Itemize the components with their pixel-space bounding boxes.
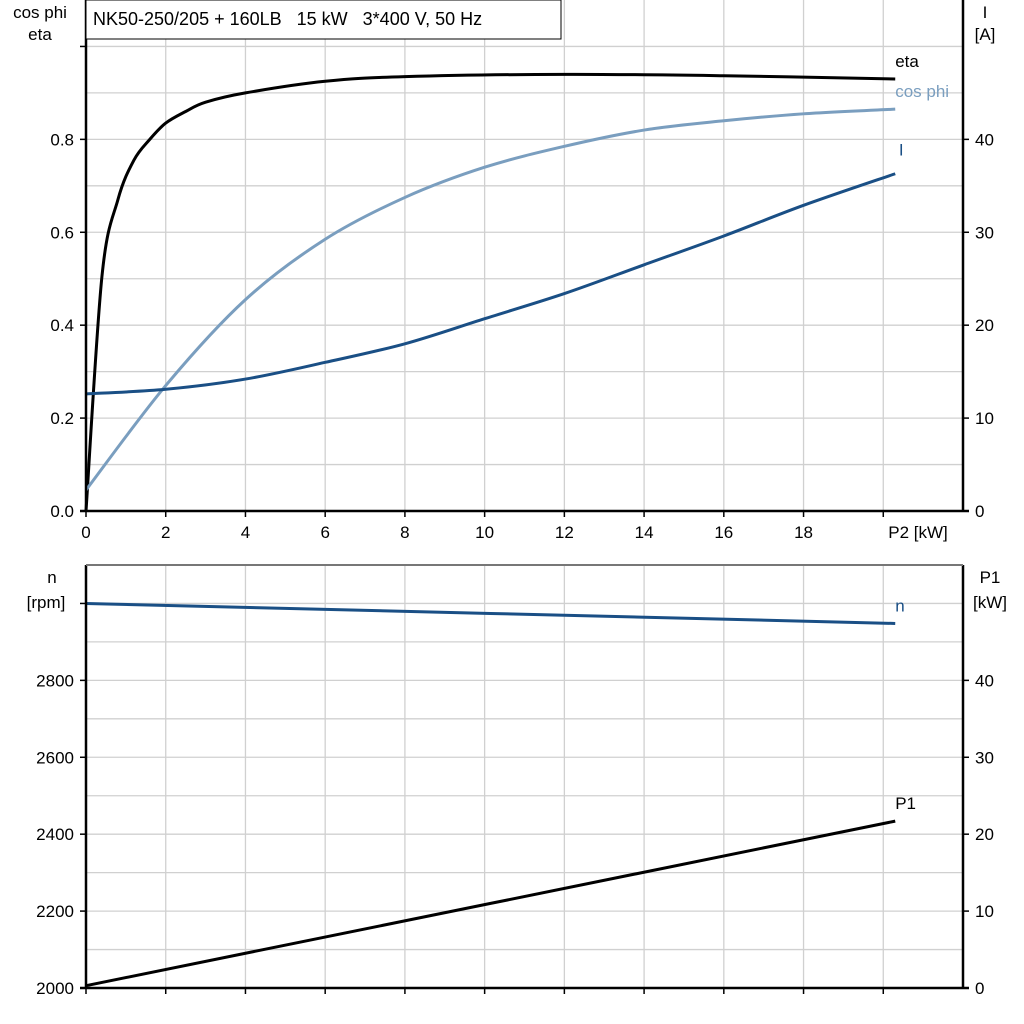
left-y-tick-label: 2000: [36, 979, 74, 998]
bottom-right-ylabel-2: [kW]: [973, 593, 1007, 612]
right-y-tick-label: 0: [975, 502, 984, 521]
x-tick-label: 8: [400, 523, 409, 542]
x-tick-label: 6: [320, 523, 329, 542]
left-y-tick-label: 0.8: [50, 130, 74, 149]
tick-labels: 0 2 4 6 8 10 12 14 16 18 0.0 0.2 0.4 0.6 0.8 0 10 20 30 40 e…: [36, 52, 994, 998]
bottom-left-ylabel-2: [rpm]: [27, 593, 66, 612]
axes: [80, 0, 969, 994]
p1-series-label: P1: [895, 794, 916, 813]
eta-series-label: eta: [895, 52, 919, 71]
right-y-tick-label: 40: [975, 130, 994, 149]
i-curve: [85, 172, 896, 396]
right-y-tick-label: 10: [975, 902, 994, 921]
x-tick-label: 2: [161, 523, 170, 542]
cos-phi-series-label: cos phi: [895, 82, 949, 101]
bottom-chart-grid: [86, 565, 963, 988]
i-series-label: I: [899, 141, 904, 160]
x-tick-label: 12: [555, 523, 574, 542]
right-y-tick-label: 20: [975, 825, 994, 844]
x-tick-label: 4: [241, 523, 250, 542]
x-tick-label: 16: [714, 523, 733, 542]
left-y-tick-label: 0.0: [50, 502, 74, 521]
left-y-tick-label: 0.6: [50, 223, 74, 242]
title-box: [85, 0, 562, 40]
left-y-tick-label: 2400: [36, 825, 74, 844]
curves: [84, 72, 896, 988]
top-left-ylabel-1: cos phi: [13, 3, 67, 22]
top-right-ylabel-2: [A]: [975, 25, 996, 44]
n-curve: [85, 601, 896, 625]
right-y-tick-label: 10: [975, 409, 994, 428]
top-left-ylabel-2: eta: [28, 25, 52, 44]
top-chart-grid: [86, 0, 963, 511]
left-y-tick-label: 2600: [36, 748, 74, 767]
cos-phi-curve: [84, 107, 896, 492]
left-y-tick-label: 2800: [36, 671, 74, 690]
right-y-tick-label: 40: [975, 671, 994, 690]
left-y-tick-label: 0.4: [50, 316, 74, 335]
top-right-ylabel-1: I: [983, 3, 988, 22]
p1-curve: [85, 819, 896, 988]
chart-title: NK50-250/205 + 160LB 15 kW 3*400 V, 50 H…: [93, 9, 482, 29]
right-y-tick-label: 0: [975, 979, 984, 998]
left-y-tick-label: 2200: [36, 902, 74, 921]
x-axis-label: P2 [kW]: [888, 523, 948, 542]
bottom-right-ylabel-1: P1: [980, 568, 1001, 587]
right-y-tick-label: 30: [975, 748, 994, 767]
left-y-tick-label: 0.2: [50, 409, 74, 428]
x-tick-label: 0: [81, 523, 90, 542]
x-tick-label: 18: [794, 523, 813, 542]
right-y-tick-label: 30: [975, 223, 994, 242]
eta-curve: [84, 72, 896, 512]
right-y-tick-label: 20: [975, 316, 994, 335]
x-tick-label: 10: [475, 523, 494, 542]
x-tick-label: 14: [635, 523, 654, 542]
n-series-label: n: [895, 596, 904, 615]
bottom-left-ylabel-1: n: [47, 568, 56, 587]
